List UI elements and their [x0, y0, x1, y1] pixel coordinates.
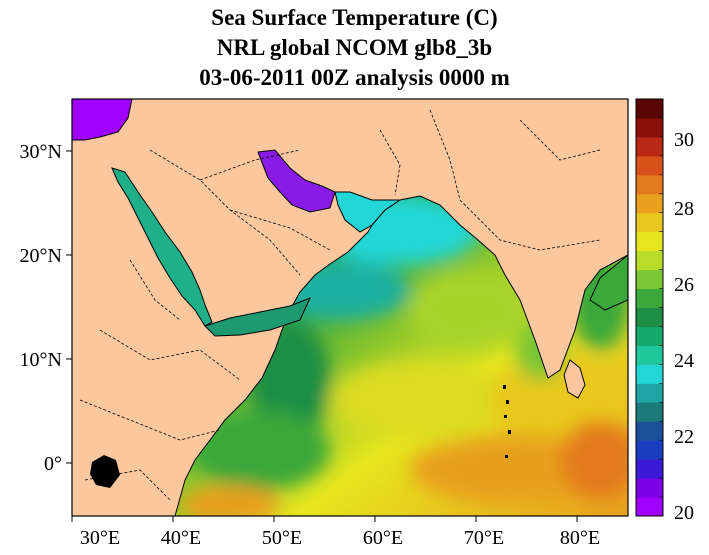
red-sea: [111, 167, 213, 327]
y-axis-ticks: [66, 150, 72, 464]
gulf-of-aden: [204, 297, 311, 337]
colorbar-swatch: [636, 155, 663, 176]
colorbar-swatch: [636, 497, 663, 517]
bay-of-bengal: [589, 254, 628, 311]
colorbar-swatch: [636, 326, 663, 346]
x-axis-ticks: [71, 516, 578, 522]
colorbar-label: 30: [674, 129, 694, 151]
colorbar-label: 20: [674, 502, 694, 524]
colorbar-label: 28: [674, 198, 694, 220]
colorbar-label: 22: [674, 426, 694, 448]
colorbar-swatch: [636, 478, 663, 498]
colorbar-swatch: [636, 117, 663, 138]
colorbar-swatch: [636, 402, 663, 422]
x-tick-label: 60°E: [363, 527, 403, 549]
colorbar-label: 26: [674, 274, 694, 296]
colorbar-swatch: [636, 345, 663, 365]
sri-lanka: [563, 359, 586, 399]
colorbar-label: 24: [674, 350, 694, 372]
map-title: Sea Surface Temperature (C): [211, 5, 498, 30]
colorbar-swatch: [636, 307, 663, 327]
colorbar-swatch: [636, 193, 663, 214]
colorbar-swatch: [636, 459, 663, 479]
map-frame: [71, 98, 629, 517]
colorbar-frame: [635, 98, 664, 517]
colorbar-swatch: [636, 288, 663, 308]
colorbar-swatch: [636, 136, 663, 157]
y-tick-label: 30°N: [20, 141, 62, 163]
mediterranean-corner: [72, 99, 133, 141]
temperature-colorbar: [636, 98, 663, 517]
gulf-of-oman: [334, 191, 402, 233]
model-subtitle: NRL global NCOM glb8_3b: [216, 35, 493, 60]
x-tick-label: 40°E: [161, 527, 201, 549]
colorbar-swatch: [636, 174, 663, 195]
x-tick-label: 80°E: [560, 527, 600, 549]
x-tick-label: 70°E: [464, 527, 504, 549]
persian-gulf: [257, 149, 336, 213]
y-tick-label: 0°: [44, 453, 62, 475]
y-tick-label: 20°N: [20, 245, 62, 267]
colorbar-swatch: [636, 440, 663, 460]
analysis-date-subtitle: 03-06-2011 00Z analysis 0000 m: [199, 65, 510, 90]
colorbar-swatch: [636, 99, 663, 119]
colorbar-tick-labels: 20 22 24 26 28 30: [674, 129, 694, 524]
political-borders: [79, 109, 601, 501]
colorbar-swatch: [636, 364, 663, 384]
lake-victoria: [90, 455, 120, 488]
colorbar-swatch: [636, 250, 663, 271]
y-tick-label: 10°N: [20, 349, 62, 371]
colorbar-swatch: [636, 383, 663, 403]
colorbar-swatch: [636, 421, 663, 441]
x-tick-label: 50°E: [262, 527, 302, 549]
maldives-islands: [503, 385, 511, 458]
x-tick-label: 30°E: [80, 527, 120, 549]
colorbar-swatch: [636, 269, 663, 290]
colorbar-swatch: [636, 231, 663, 252]
colorbar-swatch: [636, 212, 663, 233]
map-plot-area: [72, 99, 628, 516]
